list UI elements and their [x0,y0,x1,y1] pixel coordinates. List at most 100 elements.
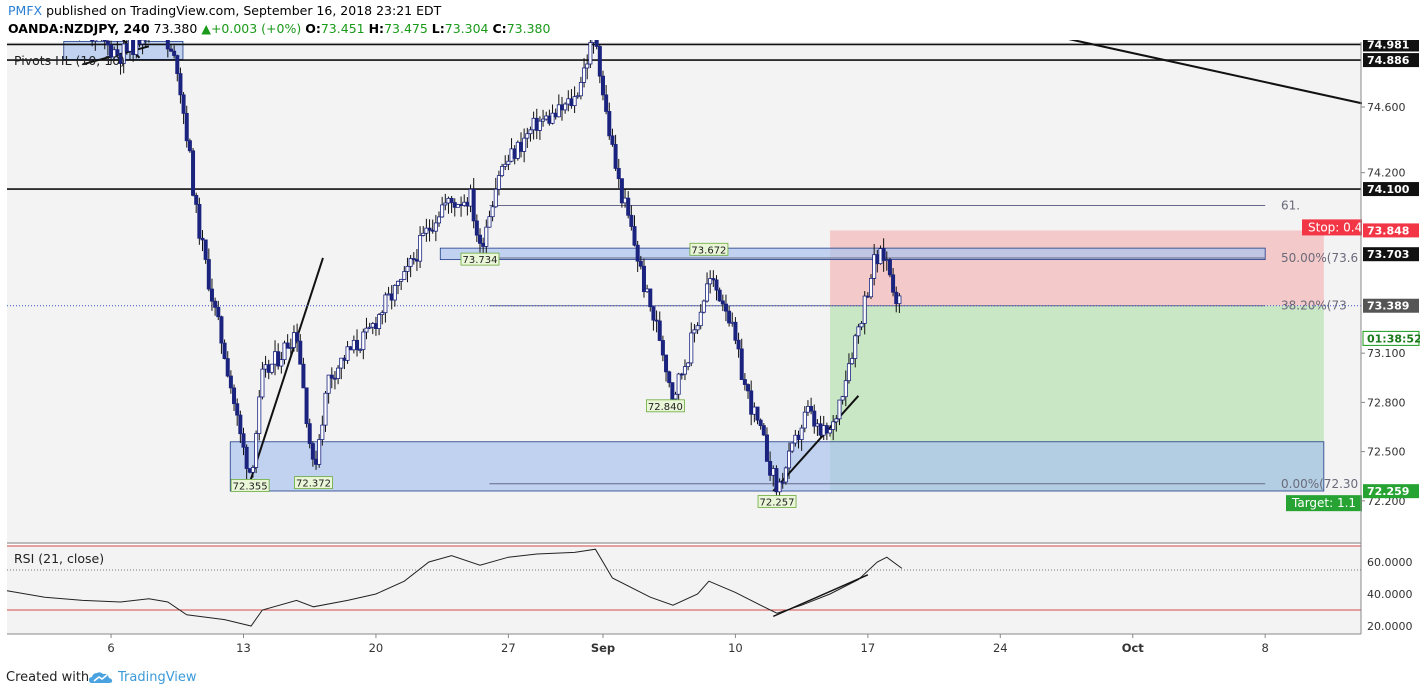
candle-body [638,260,643,267]
candle-body [544,115,549,120]
candle-body [525,133,530,139]
candle-body [695,325,700,331]
candle-body [619,178,624,204]
rsi-pane-background [7,545,1361,634]
candle-body [623,197,628,204]
symbol-name[interactable]: OANDA:NZDJPY, 240 [8,21,150,36]
candle-body [285,342,290,349]
price-tag [1363,223,1419,238]
candle-body [796,434,801,440]
candle-body [705,283,710,302]
candle-body [203,239,208,260]
candle-body [875,254,880,265]
candle-body [187,140,192,152]
candle-body [780,481,785,484]
tradingview-brand-link[interactable]: TradingView [118,670,197,685]
published-text: published on TradingView.com, September … [46,3,442,18]
trendline [885,0,1379,108]
price-tick-label: 72.800 [1367,396,1406,409]
candle-body [824,425,829,434]
cloud-icon[interactable] [88,669,114,687]
fib-level-label: 61. [1281,198,1300,212]
indicator-label: Pivots HL (10, 10) [14,53,125,68]
candle-body [746,384,751,392]
candle-body [610,135,615,145]
candle-body [408,258,413,267]
candle-body [616,168,621,180]
candle-body [714,279,719,291]
candle-body [172,50,177,56]
price-tag [1363,484,1419,499]
candle-body [667,371,672,384]
candle-body [547,115,552,124]
candle-body [897,295,902,305]
candle-body [727,310,732,324]
publisher-name[interactable]: PMFX [8,3,43,18]
candle-body [720,300,725,305]
candle-body [115,49,120,56]
candle-body [266,364,271,373]
price-tag-label: 74.981 [1367,38,1409,51]
candle-body [383,294,388,314]
candle-body [191,150,196,196]
symbol-line: OANDA:NZDJPY, 240 73.380 ▲+0.003 (+0%) O… [8,21,550,36]
candle-body [468,188,473,207]
candle-body [717,289,722,302]
candle-body [843,380,848,398]
candle-body [805,405,810,413]
candle-body [894,291,899,305]
candle-body [742,379,747,385]
candle-body [881,248,886,261]
candle-body [575,95,580,98]
candle-body [471,188,476,222]
candle-body [314,458,319,465]
candle-body [449,197,454,203]
candle-body [764,434,769,462]
candle-body [219,316,224,344]
candle-body [184,112,189,142]
price-tag [1363,37,1419,52]
candle-body [216,306,221,318]
candle-body [506,160,511,165]
candle-body [872,254,877,279]
price-tag [1363,53,1419,68]
close-value: 73.380 [506,21,551,36]
candle-body [254,433,259,468]
publish-line: PMFX published on TradingView.com, Septe… [8,3,441,18]
time-tick-label: Sep [591,641,615,655]
candle-body [437,216,442,224]
candle-body [711,278,716,281]
price-tag [1362,330,1420,346]
price-tag [1363,247,1419,262]
open-label: O: [305,21,321,36]
candle-body [739,348,744,380]
fib-level-label: 38.20%(73 [1281,299,1347,313]
candle-body [213,300,218,308]
candle-body [446,197,451,204]
time-tick-label: Oct [1122,641,1145,655]
candle-body [257,396,262,434]
high-value: 73.475 [384,21,428,36]
candle-body [528,129,533,135]
candle-body [263,364,268,370]
candle-body [411,258,416,260]
candle-body [891,274,896,293]
candle-body [869,277,874,298]
candle-body [698,311,703,327]
candle-body [402,271,407,280]
candle-body [809,405,814,412]
candle-body [828,429,833,434]
candle-body [477,234,482,244]
candle-body [484,226,489,247]
candle-body [566,98,571,105]
candle-body [317,439,322,465]
candle-body [421,232,426,236]
close-label: C: [492,21,507,36]
candle-body [790,442,795,452]
candle-body [553,112,558,118]
pivot-label-box [294,476,333,490]
candle-body [563,103,568,111]
pivot-label: 73.734 [463,255,498,266]
candle-body [351,339,356,351]
candle-body [430,229,435,232]
